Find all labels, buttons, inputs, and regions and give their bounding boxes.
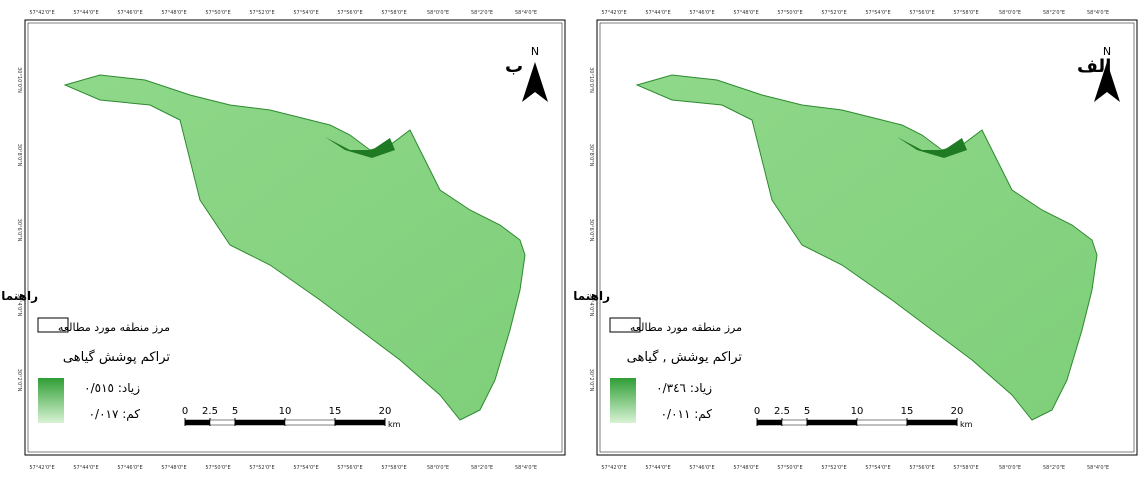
- scale-segment: [210, 420, 235, 425]
- panel-label: ب: [505, 56, 523, 77]
- scale-label: 15: [901, 406, 914, 417]
- coordinate-label: 57°48'0"E: [161, 465, 186, 471]
- scale-segment: [185, 420, 210, 425]
- scale-label: 10: [851, 406, 864, 417]
- legend-high: زیاد: ٠/٥١٥: [84, 381, 140, 396]
- coordinate-label: 58°4'0"E: [515, 10, 537, 16]
- legend-ramp: [38, 378, 64, 423]
- scale-segment: [335, 420, 385, 425]
- coordinate-label: 57°52'0"E: [821, 465, 846, 471]
- coordinate-label: 57°56'0"E: [909, 465, 934, 471]
- coordinate-label: 57°52'0"E: [249, 10, 274, 16]
- coordinate-label: 57°56'0"E: [909, 10, 934, 16]
- scale-segment: [235, 420, 285, 425]
- coordinate-label: 30°2'0"N: [588, 369, 594, 392]
- coordinate-label: 57°54'0"E: [293, 465, 318, 471]
- scale-segment: [782, 420, 807, 425]
- coordinate-label: 58°4'0"E: [515, 465, 537, 471]
- coordinate-label: 57°50'0"E: [205, 465, 230, 471]
- scale-unit: km: [960, 420, 973, 429]
- coordinate-label: 30°2'0"N: [16, 369, 22, 392]
- coordinate-label: 30°8'0"N: [16, 144, 22, 167]
- coordinate-label: 30°6'0"N: [588, 219, 594, 242]
- north-label: N: [531, 45, 539, 58]
- coordinate-label: 57°56'0"E: [337, 10, 362, 16]
- scale-label: 5: [232, 406, 238, 417]
- coordinate-label: 58°0'0"E: [427, 10, 449, 16]
- scale-segment: [285, 420, 335, 425]
- scale-label: 2.5: [202, 406, 218, 417]
- coordinate-label: 57°58'0"E: [953, 10, 978, 16]
- coordinate-label: 30°6'0"N: [16, 219, 22, 242]
- coordinate-label: 58°4'0"E: [1087, 465, 1109, 471]
- map-panel: 57°42'0"E 57°42'0"E 57°44'0"E 57°44'0"E 57°4…: [573, 10, 1137, 471]
- coordinate-label: 57°52'0"E: [249, 465, 274, 471]
- coordinate-label: 57°46'0"E: [117, 465, 142, 471]
- scale-label: 20: [379, 406, 392, 417]
- map-figure: 57°42'0"E 57°42'0"E 57°44'0"E 57°44'0"E 57°4…: [0, 0, 1148, 473]
- coordinate-label: 58°2'0"E: [471, 465, 493, 471]
- coordinate-label: 57°42'0"E: [29, 10, 54, 16]
- legend-boundary: مرز منطقه مورد مطالعه: [58, 321, 170, 334]
- scale-label: 0: [754, 406, 760, 417]
- scale-segment: [757, 420, 782, 425]
- coordinate-label: 57°44'0"E: [645, 10, 670, 16]
- coordinate-label: 57°50'0"E: [777, 10, 802, 16]
- coordinate-label: 57°46'0"E: [689, 465, 714, 471]
- coordinate-label: 57°50'0"E: [205, 10, 230, 16]
- coordinate-label: 57°46'0"E: [689, 10, 714, 16]
- scale-label: 10: [279, 406, 292, 417]
- legend-low: کم: ٠/٠١١: [661, 407, 713, 421]
- coordinate-label: 57°44'0"E: [73, 10, 98, 16]
- coordinate-label: 57°48'0"E: [733, 10, 758, 16]
- scale-label: 0: [182, 406, 188, 417]
- legend-low: کم: ٠/٠١٧: [89, 407, 141, 421]
- coordinate-label: 58°2'0"E: [471, 10, 493, 16]
- legend-density: تراکم پوشش گیاهی: [63, 349, 170, 365]
- scale-label: 5: [804, 406, 810, 417]
- coordinate-label: 57°42'0"E: [601, 465, 626, 471]
- scale-label: 20: [951, 406, 964, 417]
- scale-segment: [857, 420, 907, 425]
- coordinate-label: 58°4'0"E: [1087, 10, 1109, 16]
- coordinate-label: 58°2'0"E: [1043, 10, 1065, 16]
- coordinate-label: 58°0'0"E: [999, 10, 1021, 16]
- coordinate-label: 57°52'0"E: [821, 10, 846, 16]
- legend-boundary: مرز منطقه مورد مطالعه: [630, 321, 742, 334]
- coordinate-label: 57°54'0"E: [293, 10, 318, 16]
- legend-density: تراکم یوشش , گیاهی: [627, 349, 743, 365]
- map-panel: 57°42'0"E 57°42'0"E 57°44'0"E 57°44'0"E 57°4…: [1, 10, 565, 471]
- coordinate-label: 57°58'0"E: [953, 465, 978, 471]
- coordinate-label: 57°48'0"E: [733, 465, 758, 471]
- coordinate-label: 57°44'0"E: [73, 465, 98, 471]
- coordinate-label: 58°2'0"E: [1043, 465, 1065, 471]
- coordinate-label: 57°44'0"E: [645, 465, 670, 471]
- coordinate-label: 57°58'0"E: [381, 10, 406, 16]
- scale-label: 2.5: [774, 406, 790, 417]
- coordinate-label: 57°54'0"E: [865, 10, 890, 16]
- coordinate-label: 58°0'0"E: [427, 465, 449, 471]
- legend-high: زیاد: ٠/٣٤٦: [656, 381, 712, 396]
- coordinate-label: 30°10'0"N: [588, 67, 594, 93]
- legend-title: راهنما: [1, 289, 38, 303]
- north-label: N: [1103, 45, 1111, 58]
- coordinate-label: 57°56'0"E: [337, 465, 362, 471]
- coordinate-label: 58°0'0"E: [999, 465, 1021, 471]
- coordinate-label: 57°48'0"E: [161, 10, 186, 16]
- scale-unit: km: [388, 420, 401, 429]
- coordinate-label: 30°8'0"N: [588, 144, 594, 167]
- coordinate-label: 57°58'0"E: [381, 465, 406, 471]
- scale-segment: [907, 420, 957, 425]
- scale-segment: [807, 420, 857, 425]
- coordinate-label: 30°10'0"N: [16, 67, 22, 93]
- legend-ramp: [610, 378, 636, 423]
- legend-title: راهنما: [573, 289, 610, 303]
- coordinate-label: 57°46'0"E: [117, 10, 142, 16]
- coordinate-label: 57°54'0"E: [865, 465, 890, 471]
- coordinate-label: 57°42'0"E: [601, 10, 626, 16]
- scale-label: 15: [329, 406, 342, 417]
- coordinate-label: 57°42'0"E: [29, 465, 54, 471]
- coordinate-label: 57°50'0"E: [777, 465, 802, 471]
